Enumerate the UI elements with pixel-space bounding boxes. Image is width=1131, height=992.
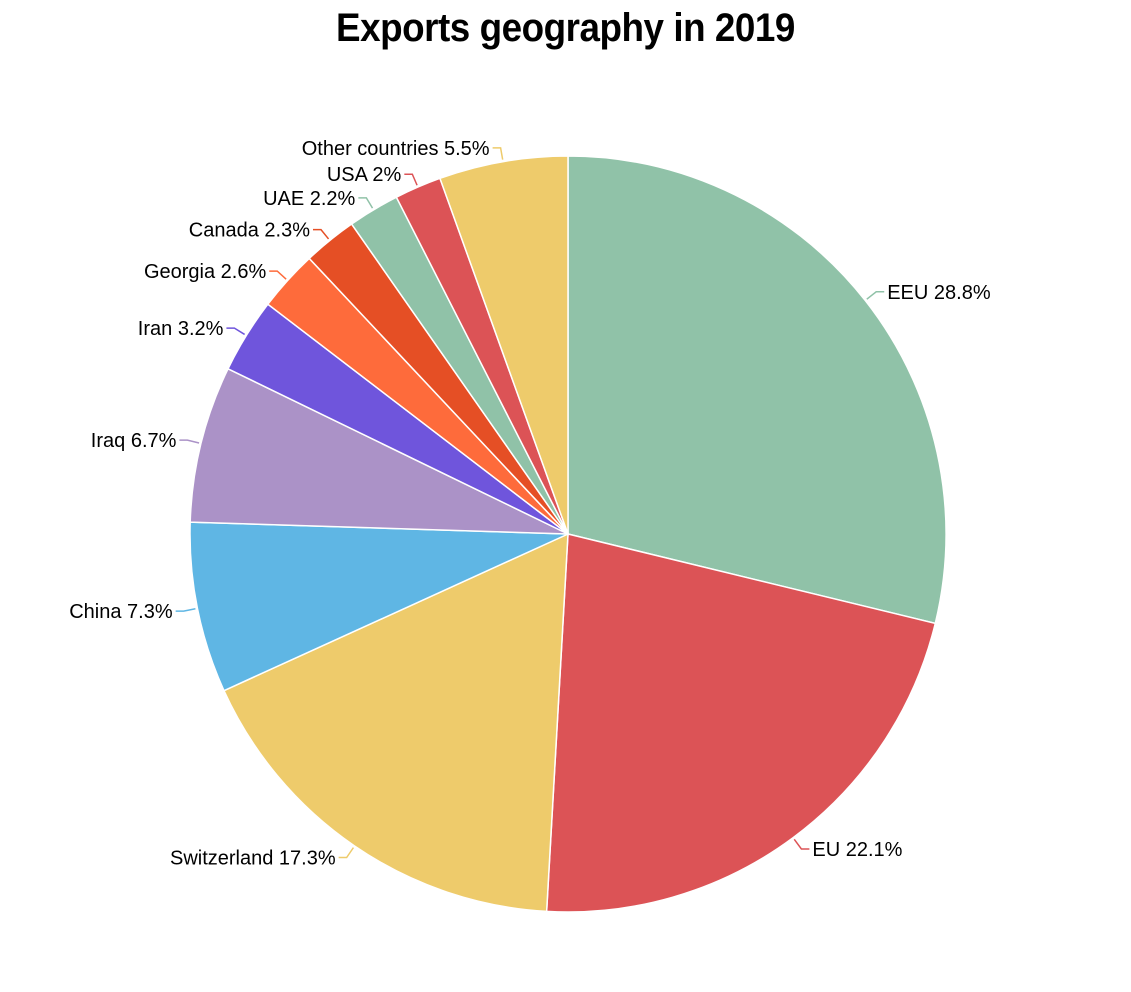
- label-switzerland: Switzerland 17.3%: [170, 848, 336, 870]
- label-uae: UAE 2.2%: [263, 188, 355, 210]
- label-china: China 7.3%: [69, 601, 173, 623]
- connector-usa: [404, 173, 418, 186]
- pie-slices: [189, 155, 947, 913]
- connector-georgia: [269, 270, 287, 280]
- pie-slice-other-countries: [438, 155, 569, 535]
- pie-slice-china: [189, 521, 569, 692]
- label-georgia: Georgia 2.6%: [144, 261, 267, 283]
- label-iran: Iran 3.2%: [138, 318, 224, 340]
- connector-iran: [226, 327, 246, 336]
- label-connectors: [175, 147, 885, 859]
- connector-uae: [358, 197, 374, 209]
- label-eu: EU 22.1%: [812, 839, 902, 861]
- chart-title: Exports geography in 2019: [336, 6, 795, 50]
- pie-slice-eeu: [567, 155, 947, 625]
- pie-slice-iraq: [189, 367, 569, 535]
- connector-other-countries: [492, 147, 504, 160]
- label-usa: USA 2%: [327, 164, 402, 186]
- connector-canada: [312, 228, 330, 240]
- slice-labels: EEU 28.8% EU 22.1% Switzerland 17.3% China …: [69, 138, 991, 870]
- connector-eeu: [866, 291, 885, 300]
- label-iraq: Iraq 6.7%: [91, 430, 177, 452]
- connector-china: [175, 607, 196, 612]
- pie-slice-eu: [545, 533, 937, 913]
- label-eeu: EEU 28.8%: [887, 282, 991, 304]
- connector-switzerland: [338, 847, 355, 859]
- label-other-countries: Other countries 5.5%: [302, 138, 490, 160]
- connector-iraq: [179, 439, 200, 444]
- connector-eu: [793, 838, 810, 850]
- pie-slice-switzerland: [222, 532, 569, 913]
- label-canada: Canada 2.3%: [189, 220, 310, 242]
